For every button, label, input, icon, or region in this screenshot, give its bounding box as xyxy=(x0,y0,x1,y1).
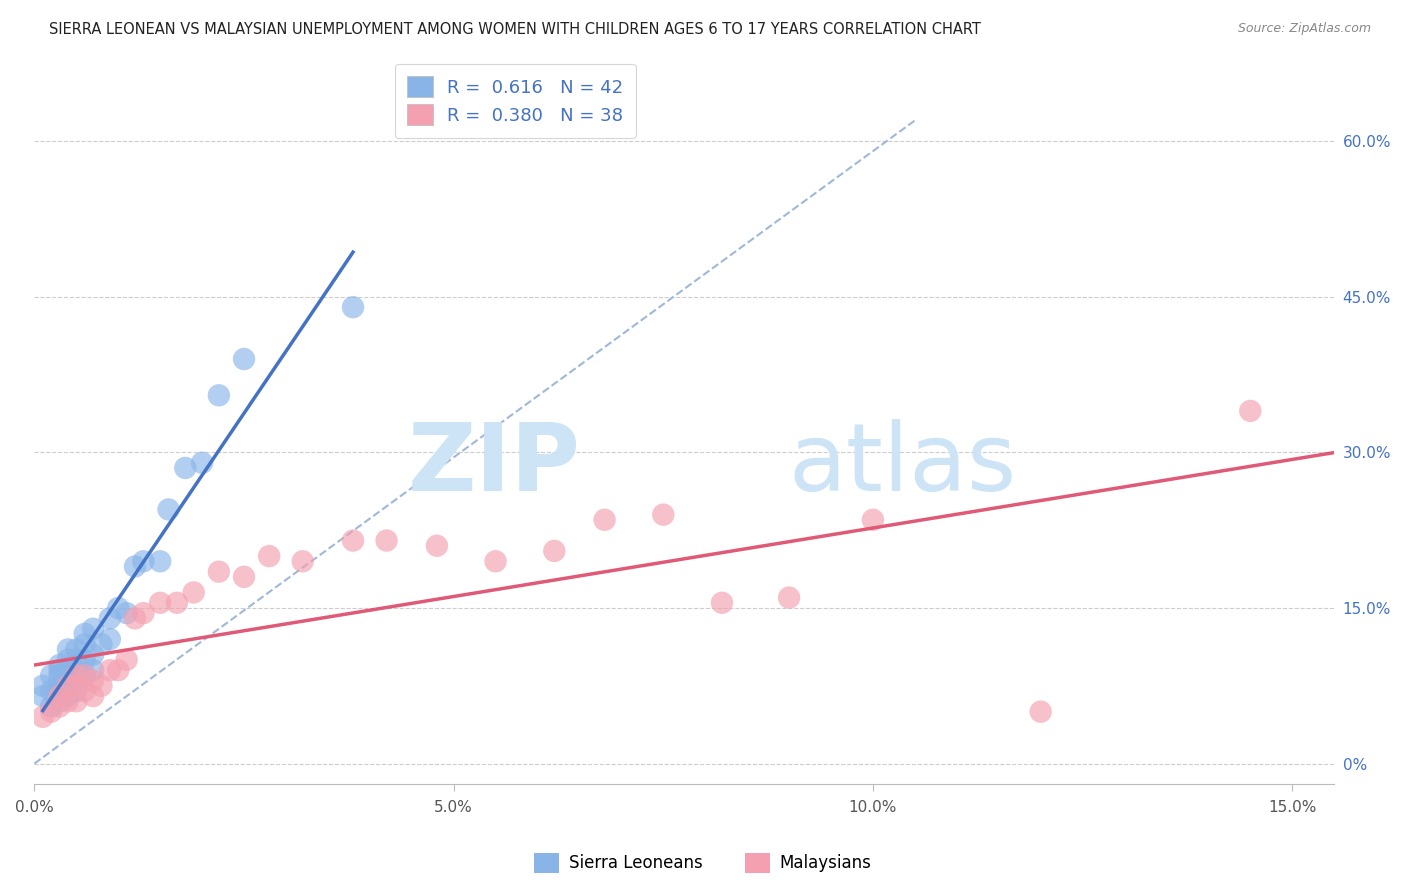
Point xyxy=(862,513,884,527)
Point xyxy=(82,689,104,703)
Point xyxy=(65,673,87,688)
Point xyxy=(56,642,79,657)
Point xyxy=(56,673,79,688)
Point xyxy=(233,570,256,584)
Point xyxy=(711,596,734,610)
Point xyxy=(149,596,172,610)
Point xyxy=(191,456,214,470)
Point xyxy=(65,668,87,682)
Point xyxy=(115,606,138,620)
Point xyxy=(65,642,87,657)
Point xyxy=(208,565,231,579)
Point xyxy=(56,679,79,693)
Point xyxy=(48,684,70,698)
Text: atlas: atlas xyxy=(789,418,1017,510)
Point xyxy=(1029,705,1052,719)
Point xyxy=(342,300,364,314)
Point xyxy=(98,611,121,625)
Point xyxy=(39,684,62,698)
Point xyxy=(82,622,104,636)
Point xyxy=(31,679,53,693)
Point xyxy=(342,533,364,548)
Point xyxy=(166,596,188,610)
Text: Source: ZipAtlas.com: Source: ZipAtlas.com xyxy=(1237,22,1371,36)
Point xyxy=(48,668,70,682)
Point xyxy=(107,663,129,677)
Point xyxy=(73,668,96,682)
Point xyxy=(82,673,104,688)
Point xyxy=(174,461,197,475)
Legend: R =  0.616   N = 42, R =  0.380   N = 38: R = 0.616 N = 42, R = 0.380 N = 38 xyxy=(395,63,636,138)
Point xyxy=(257,549,280,563)
Point xyxy=(56,663,79,677)
Point xyxy=(48,694,70,708)
Point xyxy=(124,611,146,625)
Point xyxy=(73,627,96,641)
Point xyxy=(39,705,62,719)
Legend: Sierra Leoneans, Malaysians: Sierra Leoneans, Malaysians xyxy=(527,847,879,880)
Text: SIERRA LEONEAN VS MALAYSIAN UNEMPLOYMENT AMONG WOMEN WITH CHILDREN AGES 6 TO 17 : SIERRA LEONEAN VS MALAYSIAN UNEMPLOYMENT… xyxy=(49,22,981,37)
Point xyxy=(291,554,314,568)
Point xyxy=(107,601,129,615)
Point xyxy=(48,663,70,677)
Point xyxy=(73,668,96,682)
Point xyxy=(65,663,87,677)
Point xyxy=(593,513,616,527)
Point xyxy=(56,689,79,703)
Point xyxy=(778,591,800,605)
Point xyxy=(73,653,96,667)
Point xyxy=(39,668,62,682)
Text: ZIP: ZIP xyxy=(408,418,581,510)
Point xyxy=(48,699,70,714)
Point xyxy=(90,679,112,693)
Point xyxy=(39,699,62,714)
Point xyxy=(73,637,96,651)
Point xyxy=(208,388,231,402)
Point xyxy=(375,533,398,548)
Point xyxy=(233,352,256,367)
Point xyxy=(82,648,104,662)
Point xyxy=(31,689,53,703)
Point xyxy=(183,585,205,599)
Point xyxy=(115,653,138,667)
Point xyxy=(1239,404,1261,418)
Point xyxy=(98,632,121,646)
Point xyxy=(543,544,565,558)
Point xyxy=(65,679,87,693)
Point xyxy=(484,554,506,568)
Point xyxy=(98,663,121,677)
Point xyxy=(56,694,79,708)
Point xyxy=(149,554,172,568)
Point xyxy=(132,606,155,620)
Point xyxy=(65,694,87,708)
Point xyxy=(65,684,87,698)
Point xyxy=(65,653,87,667)
Point xyxy=(73,684,96,698)
Point xyxy=(426,539,449,553)
Point xyxy=(132,554,155,568)
Point xyxy=(31,710,53,724)
Point xyxy=(48,658,70,673)
Point xyxy=(48,689,70,703)
Point xyxy=(124,559,146,574)
Point xyxy=(90,637,112,651)
Point xyxy=(48,679,70,693)
Point xyxy=(652,508,675,522)
Point xyxy=(157,502,180,516)
Point xyxy=(82,663,104,677)
Point xyxy=(56,653,79,667)
